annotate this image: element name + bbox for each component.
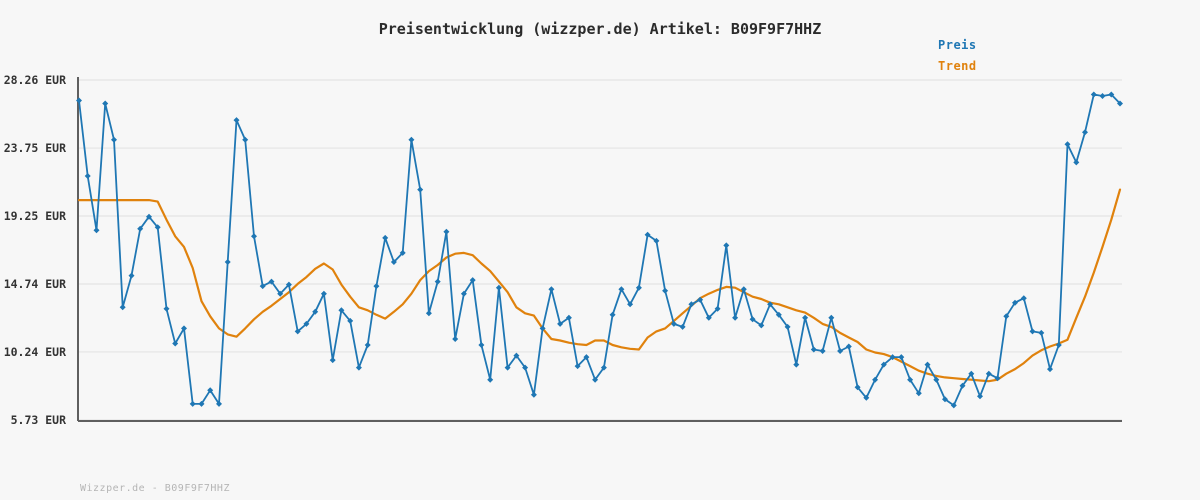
legend-item-preis: Preis [938, 38, 977, 52]
price-point-markers [76, 91, 1123, 409]
y-axis-tick-label: 5.73 EUR [11, 413, 66, 427]
chart-title: Preisentwicklung (wizzper.de) Artikel: B… [378, 20, 822, 38]
y-axis-tick-label: 19.25 EUR [4, 209, 66, 223]
trend-line [77, 188, 1122, 383]
y-axis-tick-label: 23.75 EUR [4, 141, 66, 155]
chart-legend: Preis Trend [938, 38, 977, 73]
price-line [78, 93, 1121, 407]
watermark-text: Wizzper.de - B09F9F7HHZ [80, 483, 230, 494]
y-axis-tick-label: 28.26 EUR [4, 73, 66, 87]
legend-item-trend: Trend [938, 59, 977, 73]
y-axis-tick-label: 14.74 EUR [4, 277, 66, 291]
y-axis-tick-label: 10.24 EUR [4, 345, 66, 359]
